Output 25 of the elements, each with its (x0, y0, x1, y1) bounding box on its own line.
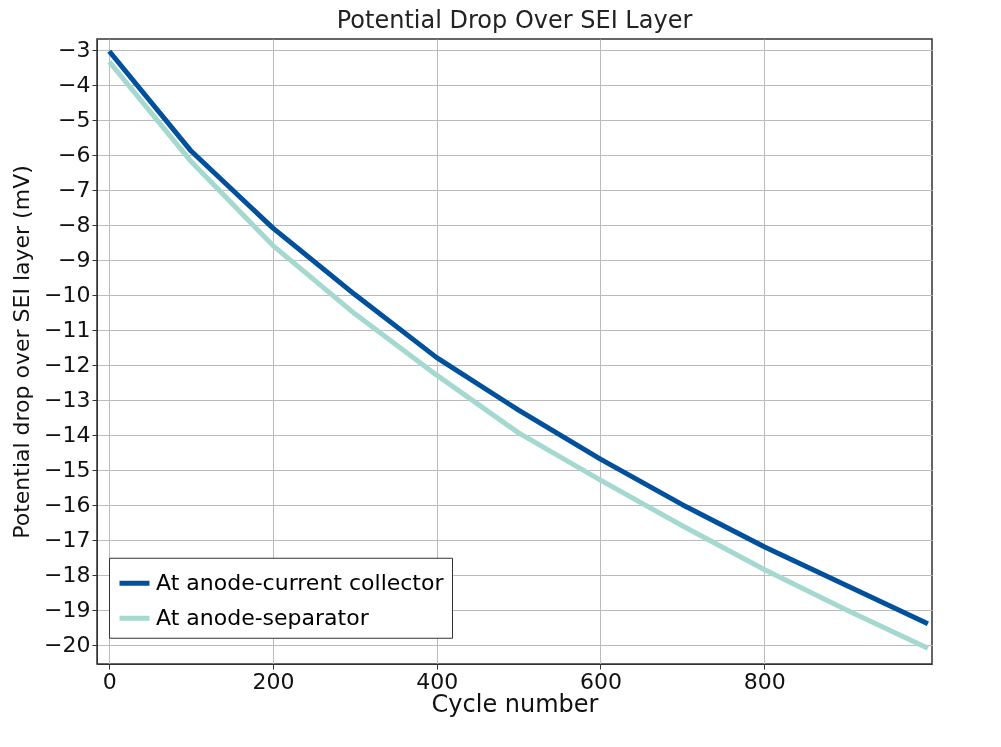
y-tick-label: −10 (44, 282, 91, 308)
y-tick-label: −3 (58, 37, 91, 62)
y-axis-title: Potential drop over SEI layer (mV) (9, 165, 35, 539)
y-tick-label: −16 (44, 492, 91, 518)
y-tick-label: −6 (58, 142, 91, 168)
y-tick-label: −11 (44, 317, 91, 343)
legend-label: At anode-current collector (156, 570, 445, 596)
y-tick-label: −8 (58, 212, 91, 238)
x-tick-label: 800 (743, 668, 786, 694)
y-tick-label: −20 (44, 632, 91, 658)
legend-label: At anode-separator (156, 605, 370, 631)
y-tick-label: −12 (44, 352, 91, 378)
y-tick-label: −7 (58, 177, 91, 203)
y-tick-label: −4 (58, 72, 91, 98)
x-tick-label: 200 (252, 668, 295, 694)
y-tick-label: −14 (44, 422, 91, 448)
y-tick-label: −15 (44, 457, 91, 483)
y-tick-label: −18 (44, 562, 91, 588)
y-tick-label: −5 (58, 107, 91, 133)
x-tick-label: 0 (102, 668, 117, 694)
y-tick-label: −19 (44, 597, 91, 623)
chart-title: Potential Drop Over SEI Layer (336, 5, 693, 34)
y-tick-label: −17 (44, 527, 91, 553)
y-tick-label: −13 (44, 387, 91, 413)
y-tick-label: −9 (58, 247, 91, 273)
